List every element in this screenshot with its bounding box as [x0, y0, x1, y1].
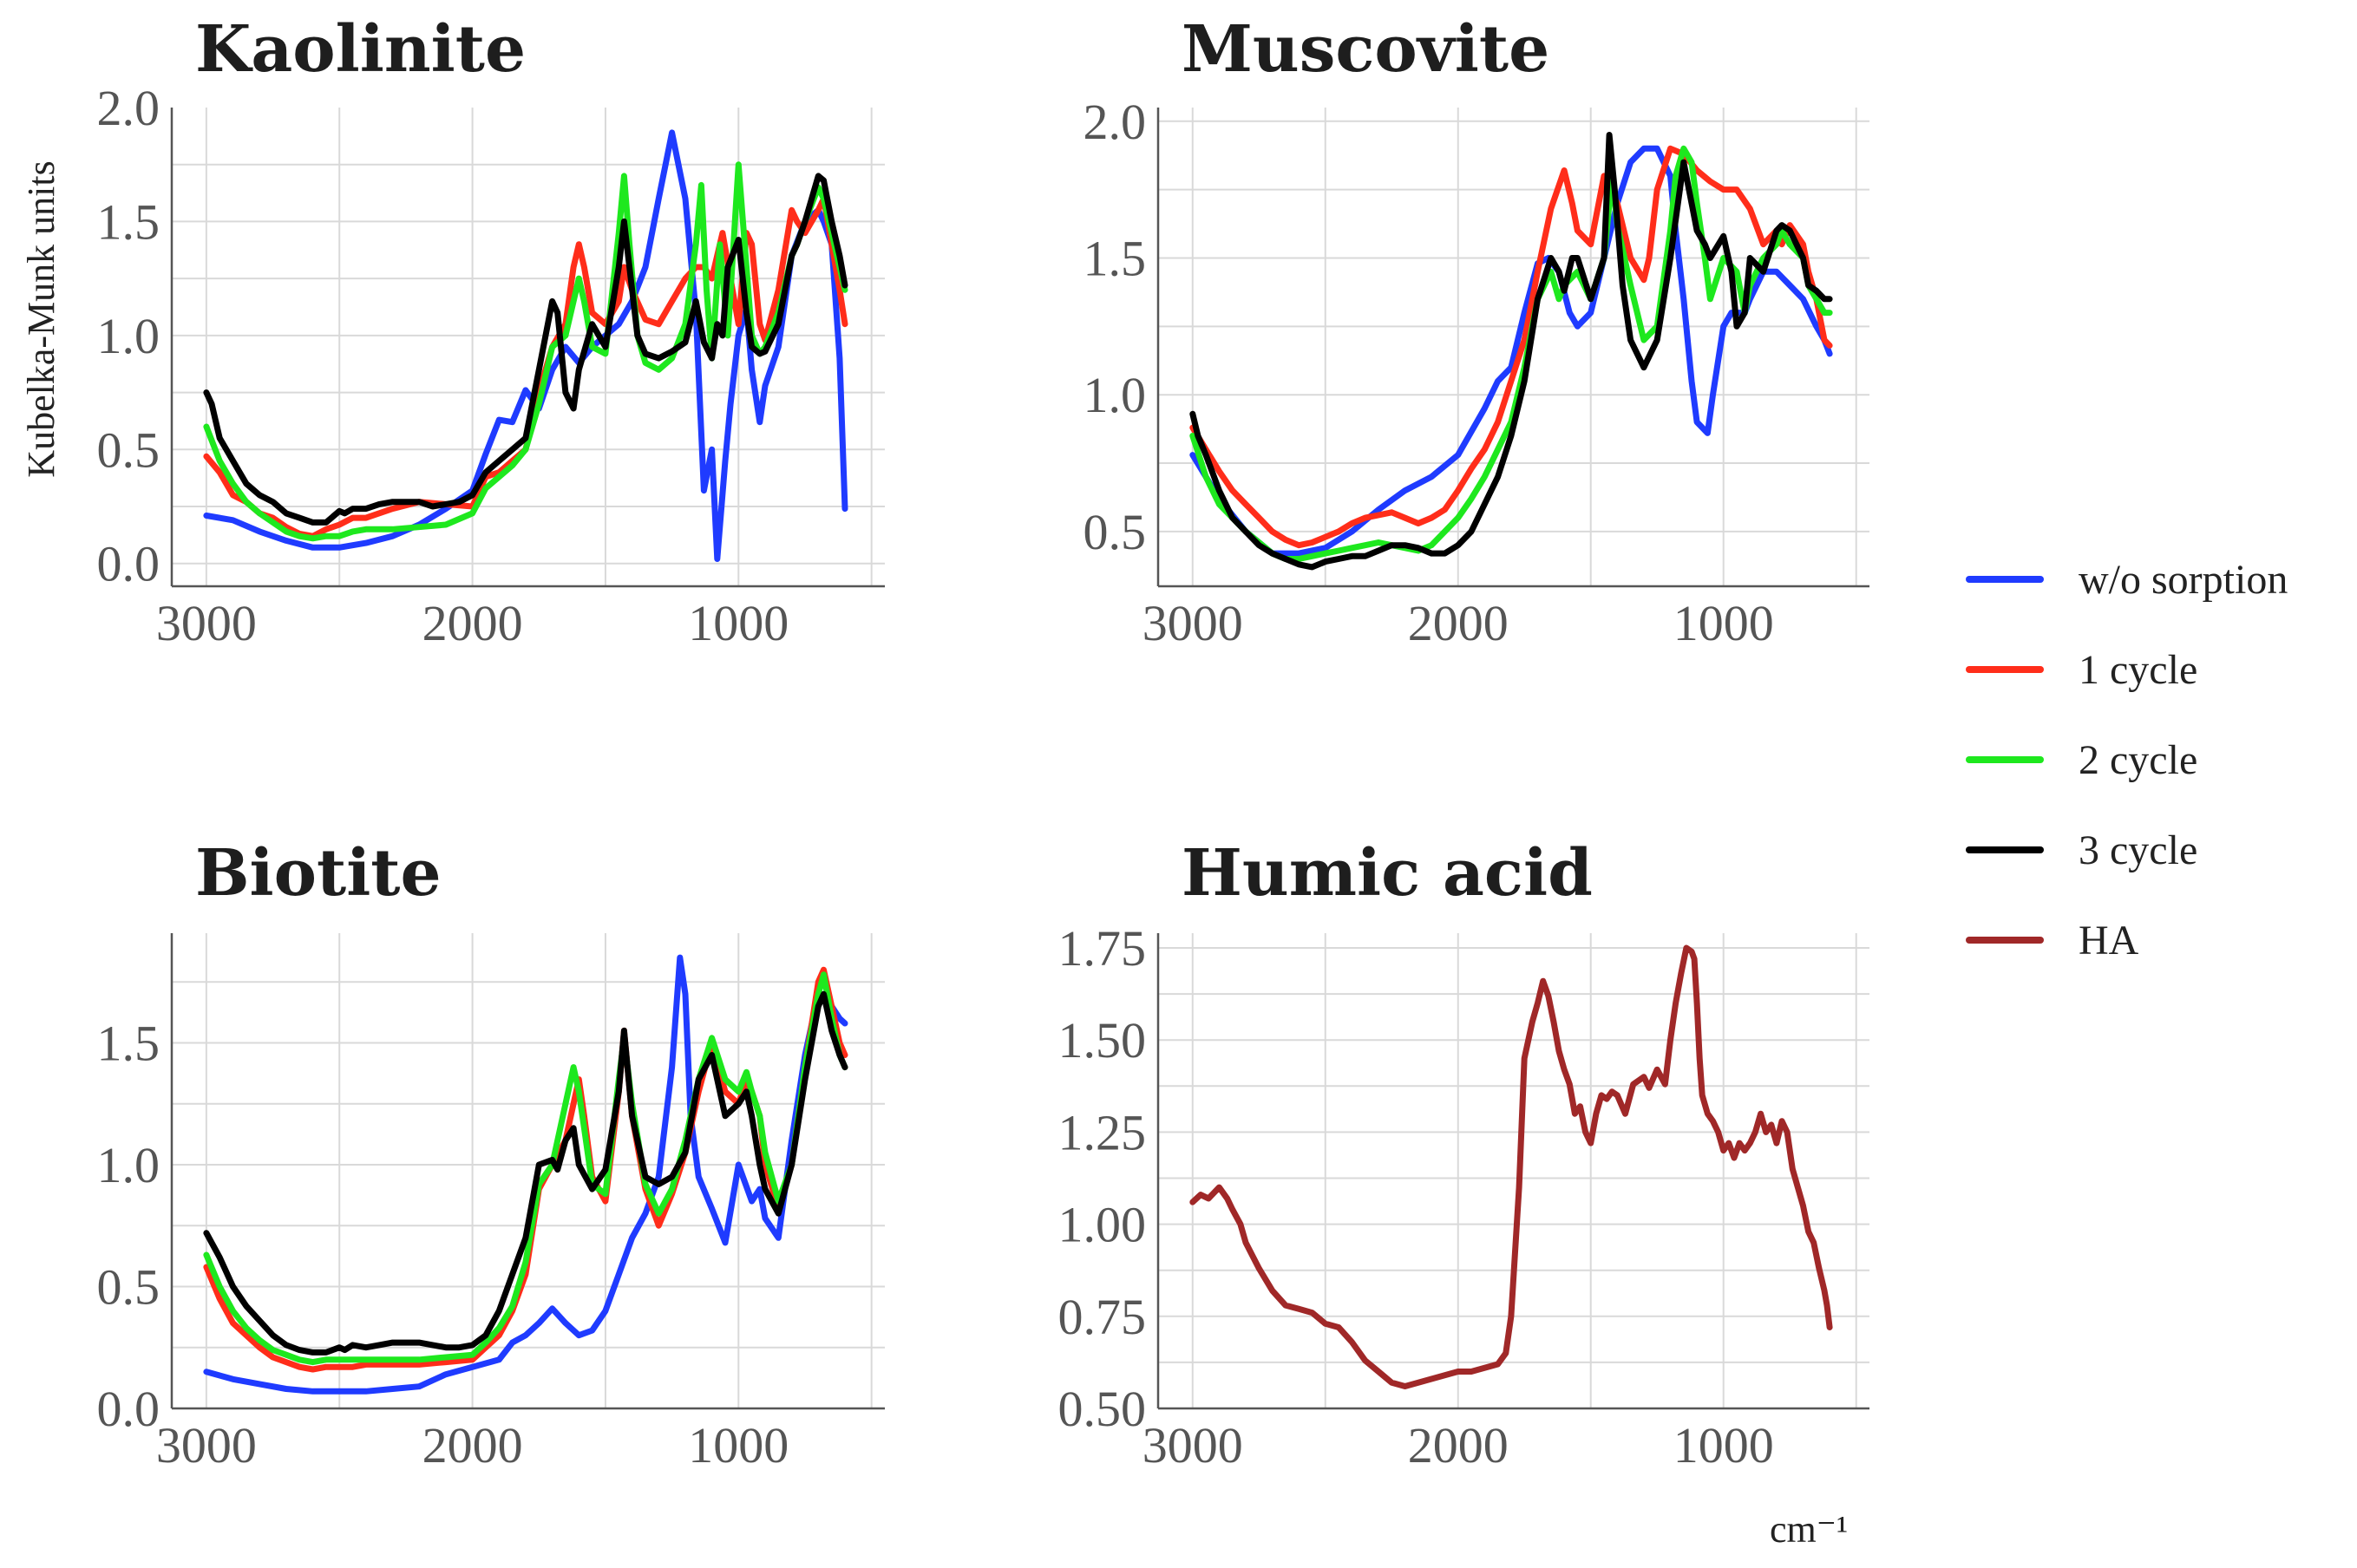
axes — [170, 108, 885, 588]
series-line-ha — [1189, 944, 1833, 1389]
y-tick-label: 1.50 — [1058, 1012, 1147, 1068]
series-line-3-cycle — [203, 173, 848, 526]
x-tick-label: 1000 — [688, 1417, 789, 1473]
tick-labels: 3000 2000 1000 0.5 1.0 1.5 2.0 — [1084, 94, 1774, 651]
panel-title-humic-acid: Humic acid — [1182, 836, 1593, 911]
x-tick-label: 3000 — [156, 595, 257, 651]
grid — [1158, 108, 1869, 586]
y-tick-label: 0.0 — [97, 1381, 160, 1437]
y-tick-label: 1.0 — [97, 308, 160, 364]
y-tick-label: 1.75 — [1058, 920, 1147, 977]
legend-item-1-cycle: 1 cycle — [1966, 647, 2197, 693]
panel-muscovite: Muscovite 3000 2000 1000 0.5 1.0 1.5 2.0 — [1084, 12, 1869, 651]
x-tick-label: 2000 — [1408, 1417, 1509, 1473]
x-tick-label: 1000 — [688, 595, 789, 651]
x-tick-label: 2000 — [1408, 595, 1509, 651]
series-line-2-cycle — [203, 971, 848, 1366]
y-tick-label: 1.0 — [97, 1137, 160, 1193]
axes — [1156, 933, 1869, 1410]
legend-label: HA — [2079, 918, 2139, 964]
legend-item-3-cycle: 3 cycle — [1966, 827, 2197, 873]
series-group — [1189, 944, 1833, 1389]
axes — [1156, 108, 1869, 588]
x-tick-label: 3000 — [1142, 1417, 1243, 1473]
tick-labels: 3000 2000 1000 0.0 0.5 1.0 1.5 — [97, 1015, 789, 1473]
legend-item-2-cycle: 2 cycle — [1966, 737, 2197, 783]
tick-labels: 3000 2000 1000 0.0 0.5 1.0 1.5 2.0 — [97, 80, 789, 651]
legend-label: 3 cycle — [2079, 827, 2197, 873]
y-tick-label: 0.5 — [97, 421, 160, 478]
y-tick-label: 1.5 — [97, 193, 160, 250]
y-tick-label: 1.5 — [97, 1015, 160, 1071]
panel-humic-acid: Humic acid cm⁻¹ 3000 2000 1000 0.50 0.75 1.00… — [1058, 836, 1869, 1551]
x-tick-label: 2000 — [422, 1417, 523, 1473]
panel-title-muscovite: Muscovite — [1182, 12, 1549, 87]
legend-label: 2 cycle — [2079, 737, 2197, 783]
y-tick-label: 1.0 — [1084, 367, 1147, 423]
x-tick-label: 1000 — [1673, 1417, 1774, 1473]
series-group — [1189, 132, 1833, 571]
legend-item-w-o-sorption: w/o sorption — [1966, 557, 2288, 603]
y-tick-label: 2.0 — [1084, 94, 1147, 150]
legend-item-ha: HA — [1966, 918, 2139, 964]
y-tick-label: 0.5 — [1084, 504, 1147, 560]
x-tick-label: 3000 — [156, 1417, 257, 1473]
x-axis-unit-label: cm⁻¹ — [1770, 1508, 1848, 1551]
y-tick-label: 0.75 — [1058, 1289, 1147, 1345]
y-tick-label: 0.5 — [97, 1258, 160, 1315]
y-axis-label: Kubelka-Munk units — [20, 160, 62, 477]
series-line-3-cycle — [1189, 132, 1833, 571]
y-tick-label: 1.00 — [1058, 1197, 1147, 1253]
panel-title-kaolinite: Kaolinite — [195, 12, 526, 87]
y-tick-label: 0.0 — [97, 536, 160, 592]
series-line-w-o-sorption — [203, 954, 848, 1395]
x-tick-label: 1000 — [1673, 595, 1774, 651]
panel-title-biotite: Biotite — [195, 836, 442, 911]
series-group — [203, 954, 848, 1395]
tick-labels: 3000 2000 1000 0.50 0.75 1.00 1.25 1.50 1.75 — [1058, 920, 1774, 1473]
y-tick-label: 2.0 — [97, 80, 160, 136]
y-tick-label: 1.5 — [1084, 230, 1147, 286]
y-tick-label: 1.25 — [1058, 1104, 1147, 1160]
series-line-1-cycle — [1189, 145, 1833, 549]
series-group — [203, 129, 848, 562]
legend: w/o sorption 1 cycle 2 cycle 3 cycle HA — [1966, 557, 2288, 964]
y-tick-label: 0.50 — [1058, 1381, 1147, 1437]
panel-biotite: Biotite 3000 2000 1000 0.0 0.5 1.0 1.5 — [97, 836, 885, 1473]
x-tick-label: 3000 — [1142, 595, 1243, 651]
x-tick-label: 2000 — [422, 595, 523, 651]
legend-label: 1 cycle — [2079, 647, 2197, 693]
series-line-3-cycle — [203, 990, 848, 1356]
axes — [170, 933, 885, 1410]
panel-kaolinite: Kaolinite Kubelka-Munk units 3000 2000 100… — [20, 12, 885, 651]
legend-label: w/o sorption — [2079, 557, 2288, 603]
